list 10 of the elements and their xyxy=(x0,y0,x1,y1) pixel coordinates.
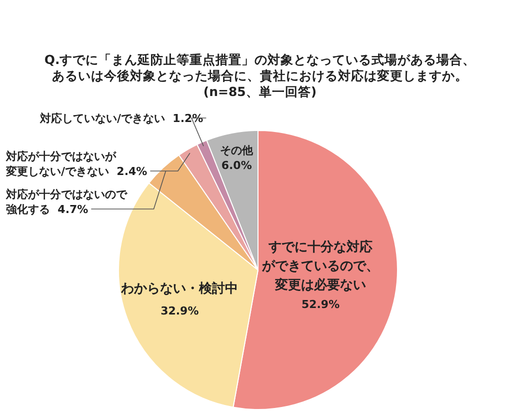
slice-label: 対応が十分ではないが変更しない/できない 2.4% xyxy=(5,150,148,178)
slice-label: すでに十分な対応ができているので、変更は必要ない xyxy=(261,239,380,294)
data-label: 6.0% xyxy=(221,159,252,172)
data-label: 52.9% xyxy=(301,298,340,312)
data-label: 32.9% xyxy=(160,304,199,318)
slice-label: 対応が十分ではないので強化する 4.7% xyxy=(5,188,128,216)
slice-label: 対応していない/できない 1.2% xyxy=(39,112,204,125)
chart-title: Q.すでに「まん延防止等重点措置」の対象となっている式場がある場合、あるいは今後対象となった場合に、貴社における対応は変更しますか。(n=85、単一回答) xyxy=(43,52,477,100)
slice-label: わからない・検討中 xyxy=(120,280,238,296)
slice-label: その他 xyxy=(220,144,254,158)
